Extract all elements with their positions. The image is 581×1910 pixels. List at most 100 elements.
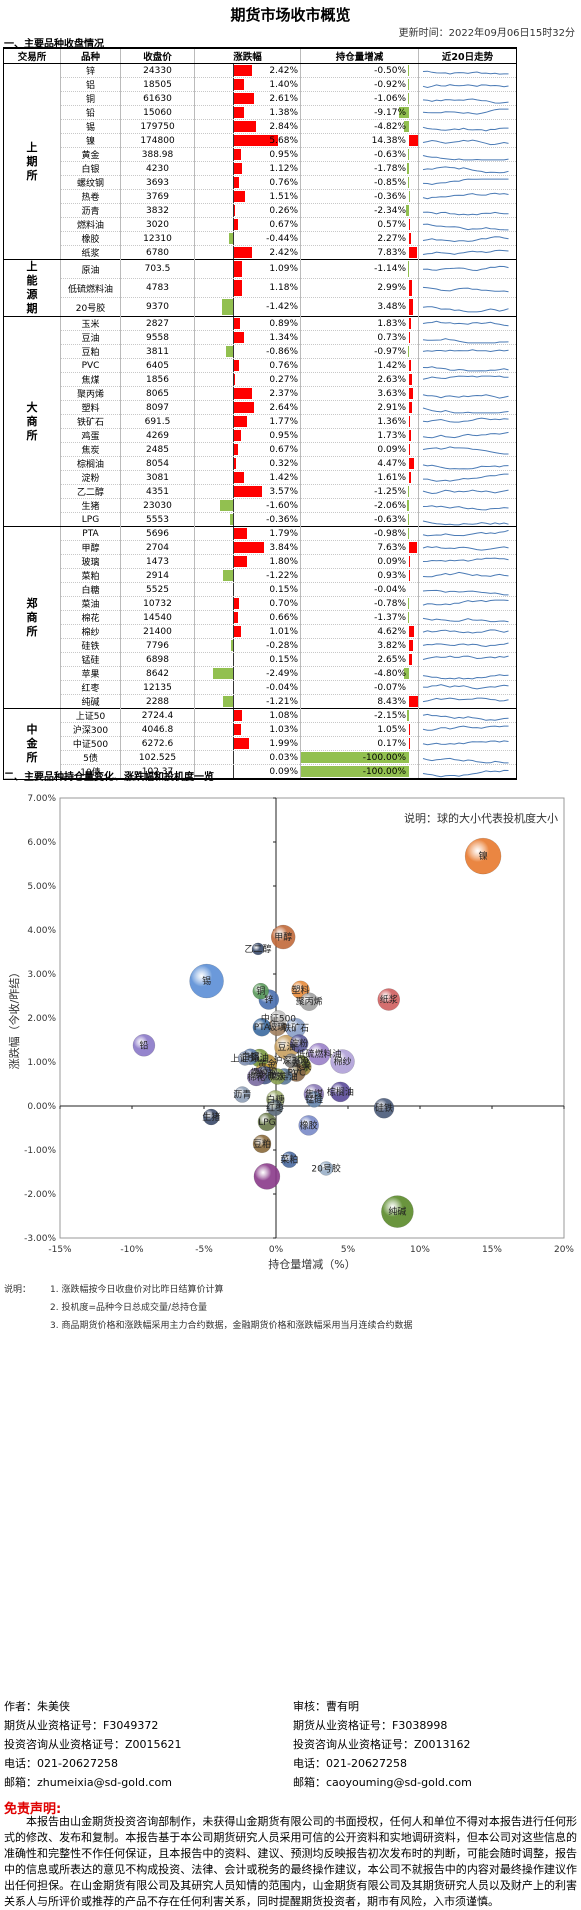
x-tick-label: 20% — [554, 1245, 574, 1255]
close-price: 12310 — [121, 232, 195, 246]
change-cell: 0.15% — [195, 653, 301, 667]
oi-cell: 7.83% — [301, 246, 419, 260]
change-value: 1.12% — [195, 164, 300, 174]
oi-cell: 2.65% — [301, 653, 419, 667]
trend-line — [423, 321, 509, 325]
trend-sparkline — [419, 177, 515, 189]
trend-cell — [419, 120, 517, 134]
change-value: 0.15% — [195, 585, 300, 595]
change-value: 0.89% — [195, 319, 300, 329]
oi-value: 2.65% — [301, 655, 418, 665]
trend-sparkline — [419, 570, 515, 582]
oi-value: -100.00% — [301, 767, 418, 777]
oi-value: -0.36% — [301, 192, 418, 202]
change-cell: 0.15% — [195, 583, 301, 597]
trend-sparkline — [419, 430, 515, 442]
change-cell: 1.77% — [195, 415, 301, 429]
trend-line — [423, 394, 509, 397]
y-tick-label: 6.00% — [27, 838, 56, 848]
oi-cell: -0.63% — [301, 513, 419, 527]
close-price: 5696 — [121, 527, 195, 541]
close-price: 3832 — [121, 204, 195, 218]
oi-value: 3.82% — [301, 641, 418, 651]
change-value: -1.60% — [195, 501, 300, 511]
bubble-label: 乙二醇 — [244, 943, 271, 955]
trend-line — [423, 572, 509, 576]
trend-cell — [419, 190, 517, 204]
change-value: 1.03% — [195, 725, 300, 735]
author-email[interactable]: zhumeixia@sd-gold.com — [37, 1776, 172, 1789]
oi-value: 2.99% — [301, 283, 418, 293]
trend-sparkline — [419, 332, 515, 344]
oi-cell: 0.93% — [301, 569, 419, 583]
change-value: 0.70% — [195, 599, 300, 609]
change-cell: 1.79% — [195, 527, 301, 541]
commodity-name: 热卷 — [61, 190, 121, 204]
trend-cell — [419, 401, 517, 415]
trend-sparkline — [419, 346, 515, 358]
change-value: 3.57% — [195, 487, 300, 497]
close-price: 4046.8 — [121, 723, 195, 737]
oi-value: 2.91% — [301, 403, 418, 413]
reviewer-email[interactable]: caoyouming@sd-gold.com — [326, 1776, 472, 1789]
reviewer-name: 审核：曹有明 — [293, 1697, 472, 1716]
trend-cell — [419, 457, 517, 471]
change-cell: 2.61% — [195, 92, 301, 106]
header-exchange: 交易所 — [4, 48, 61, 64]
change-cell: 5.68% — [195, 134, 301, 148]
close-price: 3020 — [121, 218, 195, 232]
trend-line — [423, 726, 509, 730]
change-cell: 1.12% — [195, 162, 301, 176]
exchange-cell: 上能源期 — [4, 260, 61, 317]
trend-line — [423, 418, 509, 422]
change-cell: -1.42% — [195, 298, 301, 317]
trend-line — [423, 376, 509, 379]
bubble-label: 甲醇 — [274, 931, 292, 943]
trend-sparkline — [419, 79, 515, 91]
bubble-label: 镍 — [479, 850, 488, 862]
trend-cell — [419, 162, 517, 176]
commodity-name: 20号胶 — [61, 298, 121, 317]
trend-line — [423, 432, 509, 437]
reviewer-invest-license: 投资咨询从业资格证号：Z0013162 — [293, 1735, 472, 1754]
close-price: 2827 — [121, 317, 195, 331]
x-axis-label: 持仓量增减（%） — [268, 1257, 355, 1270]
close-price: 23030 — [121, 499, 195, 513]
close-price: 174800 — [121, 134, 195, 148]
oi-cell: 1.42% — [301, 359, 419, 373]
trend-cell — [419, 723, 517, 737]
change-cell: 3.57% — [195, 485, 301, 499]
commodity-name: 硅铁 — [61, 639, 121, 653]
trend-sparkline — [419, 219, 515, 231]
y-tick-label: 0.00% — [27, 1102, 56, 1112]
trend-line — [423, 140, 509, 145]
change-value: 2.42% — [195, 248, 300, 258]
trend-cell — [419, 359, 517, 373]
exchange-cell: 郑商所 — [4, 527, 61, 709]
close-price: 691.5 — [121, 415, 195, 429]
trend-line — [423, 530, 509, 535]
trend-line — [423, 600, 509, 605]
disclaimer-text: 本报告由山金期货投资咨询部制作，未获得山金期货有限公司的书面授权，任何人和单位不… — [4, 1814, 577, 1910]
oi-cell: -2.34% — [301, 204, 419, 218]
x-tick-label: 15% — [482, 1245, 502, 1255]
close-price: 388.98 — [121, 148, 195, 162]
bubble-label: 豆粕 — [253, 1138, 271, 1150]
commodity-name: 乙二醇 — [61, 485, 121, 499]
close-price: 8054 — [121, 457, 195, 471]
oi-value: 1.61% — [301, 473, 418, 483]
trend-line — [423, 629, 509, 632]
close-price: 2704 — [121, 541, 195, 555]
change-cell: -2.49% — [195, 667, 301, 681]
x-tick-label: -15% — [48, 1245, 72, 1255]
